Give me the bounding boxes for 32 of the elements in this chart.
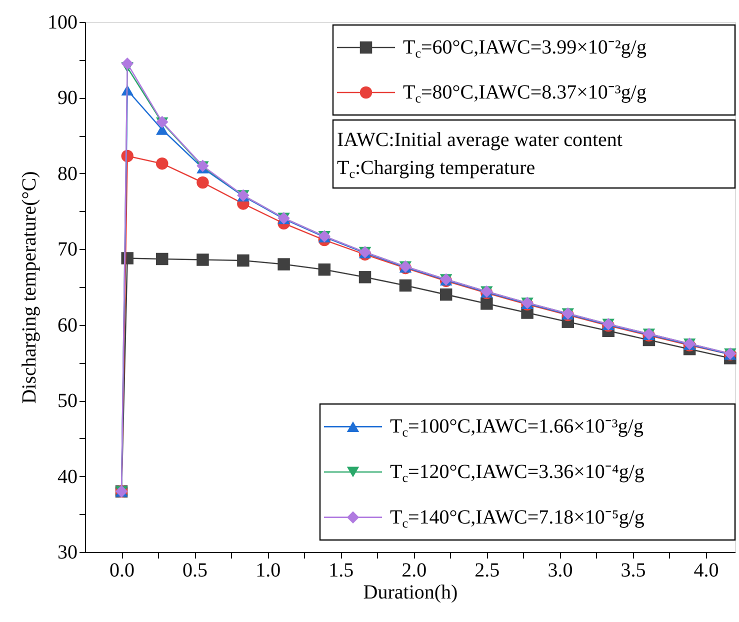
point: [237, 254, 250, 267]
x-tick-label: 4.0: [694, 560, 719, 582]
point: [196, 176, 209, 189]
point: [440, 288, 452, 301]
point: [358, 271, 372, 284]
point: [278, 258, 290, 270]
y-tick-label: 40: [58, 466, 78, 488]
x-tick-label: 2.0: [402, 560, 427, 582]
x-tick-label: 1.5: [328, 560, 354, 582]
y-axis-title: Discharging temperature(°C): [18, 171, 40, 404]
y-tick-label: 60: [58, 314, 78, 336]
point: [399, 279, 412, 292]
point: [156, 252, 168, 266]
point: [480, 298, 493, 310]
point: [156, 157, 168, 170]
x-tick-label: 0.5: [182, 560, 208, 582]
y-tick-label: 30: [58, 542, 78, 564]
x-tick-label: 3.0: [548, 560, 573, 582]
x-axis-title: Duration(h): [363, 582, 458, 604]
x-tick-label: 2.5: [474, 560, 500, 582]
y-tick-label: 90: [58, 87, 78, 110]
x-tick-label: 3.5: [620, 560, 646, 582]
y-tick-label: 80: [58, 162, 78, 185]
point: [196, 254, 209, 266]
point: [121, 58, 134, 70]
x-tick-label: 1.0: [256, 560, 281, 582]
y-tick-label: 70: [58, 238, 78, 261]
point: [318, 263, 331, 276]
y-tick-label: 100: [48, 12, 78, 34]
x-tick-label: 0.0: [110, 560, 135, 582]
annotation: IAWC:Initial average water content: [337, 129, 623, 151]
y-tick-label: 50: [58, 390, 78, 412]
